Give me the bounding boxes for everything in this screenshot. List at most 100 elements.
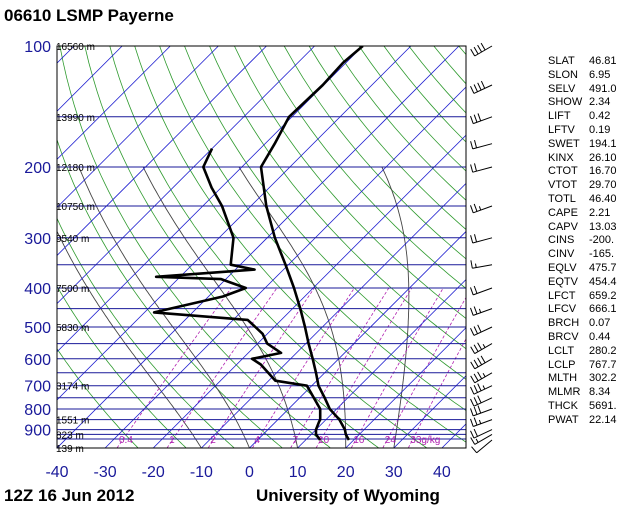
barb-staff bbox=[473, 116, 493, 125]
barb-half-flag bbox=[475, 438, 479, 443]
index-row: LIFT 0.42 bbox=[548, 110, 640, 124]
y-tick-label: 700 bbox=[24, 379, 51, 396]
barb-flag bbox=[470, 235, 474, 244]
dry-adiabat bbox=[134, 46, 466, 443]
index-key: MLTH bbox=[548, 372, 578, 385]
index-key: SLON bbox=[548, 68, 578, 81]
barb-flag bbox=[477, 82, 482, 91]
barb-staff bbox=[473, 308, 493, 316]
y-tick-label: 800 bbox=[24, 402, 51, 419]
height-label: 1551 m bbox=[56, 416, 89, 427]
stability-indices-panel: SLAT 46.81 SLON 6.95 SELV 491.0 SHOW 2.34 LIFT 0.… bbox=[548, 55, 640, 428]
mixing-ratio-label: 0.4 bbox=[119, 435, 133, 446]
barb-staff bbox=[472, 143, 493, 150]
index-value: 0.19 bbox=[589, 123, 611, 136]
index-value: 659.2 bbox=[589, 289, 617, 302]
y-tick-label: 300 bbox=[24, 231, 51, 248]
barb-flag bbox=[470, 430, 475, 439]
barb-half-flag bbox=[478, 206, 482, 211]
barb-flag bbox=[473, 397, 478, 405]
dry-adiabat bbox=[159, 46, 466, 411]
x-tick-label: 0 bbox=[245, 464, 254, 481]
index-key: TOTL bbox=[548, 192, 576, 205]
index-row: BRCV 0.44 bbox=[548, 331, 640, 345]
temperature-line bbox=[259, 46, 364, 441]
index-key: LFCV bbox=[548, 303, 577, 316]
barb-flag bbox=[474, 139, 477, 148]
y-tick-label: 900 bbox=[24, 423, 51, 440]
wind-barb bbox=[470, 405, 493, 417]
index-key: SWET bbox=[548, 137, 580, 150]
index-value: 475.7 bbox=[589, 261, 617, 274]
index-value: 454.4 bbox=[589, 275, 617, 288]
height-label: 3174 m bbox=[56, 382, 89, 393]
wind-barb bbox=[470, 433, 493, 445]
barb-staff bbox=[474, 343, 493, 355]
index-value: -200. bbox=[589, 234, 615, 247]
index-value: 0.07 bbox=[589, 317, 611, 330]
index-value: 302.2 bbox=[589, 372, 617, 385]
index-key: LCLP bbox=[548, 358, 576, 371]
index-key: CINS bbox=[548, 234, 575, 247]
barb-flag bbox=[477, 44, 483, 53]
index-row: CAPE 2.21 bbox=[548, 207, 640, 221]
index-row: SLAT 46.81 bbox=[548, 55, 640, 69]
barb-flag bbox=[473, 84, 478, 92]
barb-flag bbox=[470, 260, 473, 269]
index-value: 46.81 bbox=[589, 55, 617, 67]
barb-flag bbox=[470, 85, 475, 94]
wind-barb bbox=[470, 395, 493, 407]
barb-flag bbox=[477, 324, 482, 333]
index-key: SELV bbox=[548, 82, 576, 95]
mixing-ratio-label: 33g/kg bbox=[410, 435, 440, 446]
barb-flag bbox=[477, 383, 482, 392]
mixing-ratio-label: 16 bbox=[353, 435, 365, 446]
barb-half-flag bbox=[478, 419, 482, 424]
y-tick-label: 600 bbox=[24, 352, 51, 369]
barb-flag bbox=[470, 346, 476, 354]
barb-staff bbox=[473, 287, 493, 296]
index-value: 29.70 bbox=[589, 179, 617, 192]
height-label: 13990 m bbox=[56, 113, 95, 124]
isotherm bbox=[57, 46, 315, 305]
index-key: LFCT bbox=[548, 289, 576, 302]
height-label: 7500 m bbox=[56, 284, 89, 295]
barb-flag bbox=[473, 417, 478, 426]
isotherm bbox=[57, 46, 219, 208]
index-row: LFCV 666.1 bbox=[548, 303, 640, 317]
data-source: University of Wyoming bbox=[256, 486, 440, 505]
index-key: BRCV bbox=[548, 330, 579, 343]
barb-staff bbox=[474, 372, 493, 384]
wind-barb bbox=[470, 428, 493, 439]
index-value: -165. bbox=[589, 248, 615, 261]
y-tick-label: 200 bbox=[24, 160, 51, 177]
y-tick-label: 400 bbox=[24, 281, 51, 298]
dry-adiabat bbox=[184, 46, 466, 380]
index-row: SWET 194.1 bbox=[548, 138, 640, 152]
wind-barb bbox=[470, 417, 493, 427]
wind-barb bbox=[470, 139, 493, 150]
index-key: CTOT bbox=[548, 165, 578, 178]
isotherm bbox=[57, 46, 267, 257]
observation-time: 12Z 16 Jun 2012 bbox=[4, 486, 135, 505]
index-row: LFCT 659.2 bbox=[548, 290, 640, 304]
index-key: KINX bbox=[548, 151, 574, 164]
barb-flag bbox=[470, 307, 474, 316]
barb-half-flag bbox=[478, 308, 482, 313]
barb-half-flag bbox=[475, 263, 477, 268]
height-label: 823 m bbox=[56, 430, 84, 441]
wind-barb bbox=[470, 203, 493, 214]
barb-staff bbox=[473, 408, 493, 417]
index-key: SHOW bbox=[548, 96, 583, 109]
index-row: SELV 491.0 bbox=[548, 83, 640, 97]
index-value: 0.44 bbox=[589, 330, 611, 343]
wind-barb bbox=[470, 260, 493, 269]
dewpoint-line bbox=[152, 148, 322, 441]
index-row: LCLP 767.7 bbox=[548, 359, 640, 373]
mixing-ratio-line bbox=[207, 287, 315, 448]
wind-barb bbox=[470, 234, 493, 244]
x-tick-label: 10 bbox=[289, 464, 307, 481]
index-value: 2.34 bbox=[589, 96, 611, 109]
index-value: 5691. bbox=[589, 399, 617, 412]
